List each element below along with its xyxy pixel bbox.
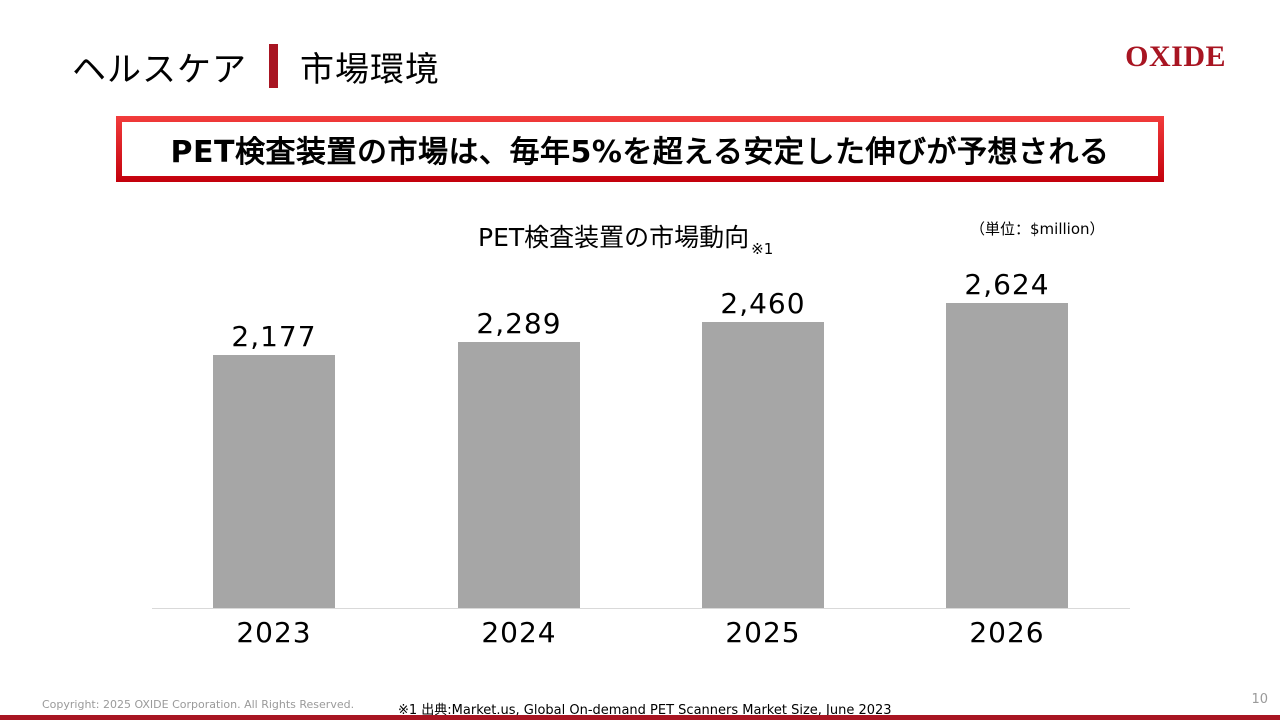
x-axis-label: 2025 <box>725 616 801 649</box>
x-axis-label: 2024 <box>481 616 557 649</box>
title-divider <box>269 44 278 88</box>
section-title: ヘルスケア <box>72 49 247 90</box>
x-axis-label: 2023 <box>236 616 312 649</box>
x-axis-label: 2026 <box>969 616 1045 649</box>
bar-value-label: 2,177 <box>231 320 317 353</box>
footer-accent-bar <box>0 715 1280 720</box>
chart-title: PET検査装置の市場動向 ※1 <box>478 218 773 258</box>
page-number: 10 <box>1251 692 1268 707</box>
headline-text: PET検査装置の市場は、毎年5%を超える安定した伸びが予想される <box>170 135 1110 170</box>
headline-box: PET検査装置の市場は、毎年5%を超える安定した伸びが予想される <box>116 116 1164 182</box>
chart-title-footnote-marker: ※1 <box>751 240 774 258</box>
bar-2023: 2,177 <box>213 320 335 608</box>
bar-chart-plot: 2,177 2,289 2,460 2,624 <box>152 260 1130 608</box>
page-header: ヘルスケア 市場環境 <box>72 38 440 94</box>
bar-value-label: 2,460 <box>720 287 806 320</box>
bar-2025: 2,460 <box>702 287 824 608</box>
chart-title-text: PET検査装置の市場動向 <box>478 223 750 252</box>
bar-2024: 2,289 <box>458 307 580 608</box>
chart-baseline <box>152 608 1130 609</box>
oxide-logo: OXIDE <box>1125 40 1226 73</box>
page-title: 市場環境 <box>300 49 440 90</box>
copyright-text: Copyright: 2025 OXIDE Corporation. All R… <box>42 698 355 711</box>
bar-rect <box>946 303 1068 608</box>
bar-2026: 2,624 <box>946 268 1068 608</box>
bar-value-label: 2,624 <box>964 268 1050 301</box>
bar-rect <box>458 342 580 608</box>
bar-value-label: 2,289 <box>476 307 562 340</box>
unit-label: （単位：$million） <box>970 220 1105 238</box>
x-axis-labels: 2023 2024 2025 2026 <box>152 616 1130 656</box>
bar-rect <box>213 355 335 608</box>
bar-rect <box>702 322 824 608</box>
source-footnote: ※1 出典:Market.us, Global On-demand PET Sc… <box>398 703 892 718</box>
